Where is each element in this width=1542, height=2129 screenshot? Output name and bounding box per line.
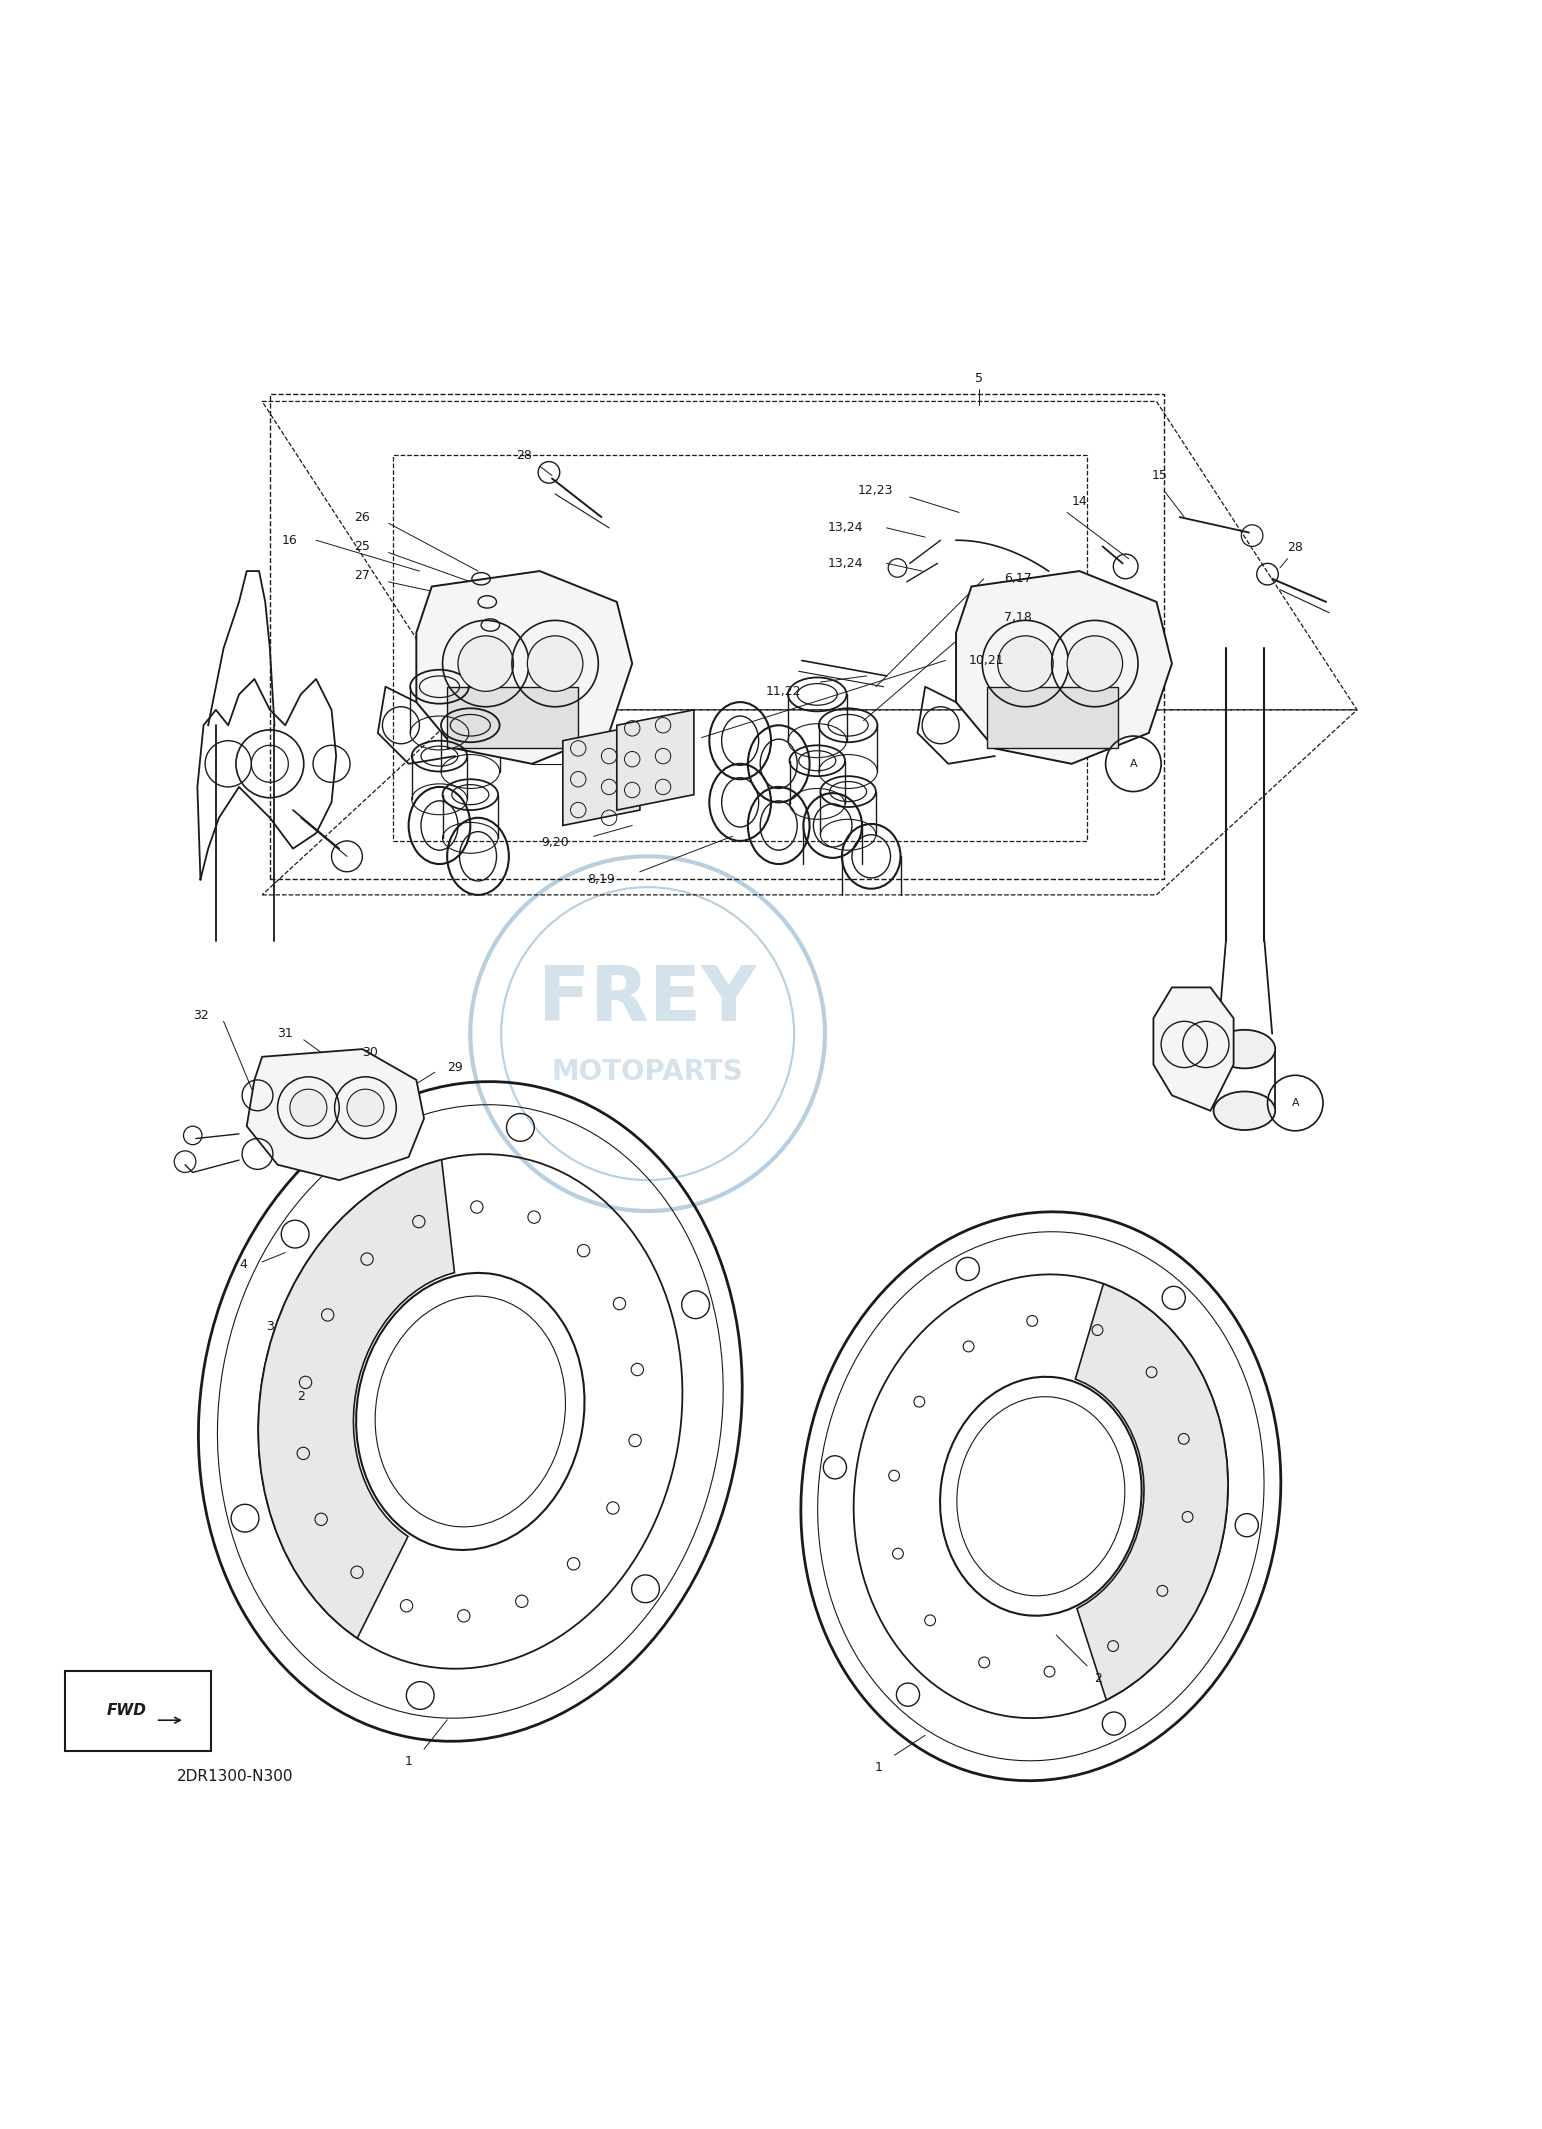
- Text: MOTOPARTS: MOTOPARTS: [552, 1058, 743, 1086]
- Text: 31: 31: [278, 1026, 293, 1041]
- Text: 15: 15: [1152, 468, 1167, 481]
- Text: 7,18: 7,18: [1004, 611, 1032, 624]
- Circle shape: [998, 637, 1053, 692]
- Polygon shape: [1153, 988, 1234, 1111]
- Polygon shape: [416, 571, 632, 764]
- Text: FWD: FWD: [106, 1703, 146, 1718]
- Text: 26: 26: [355, 511, 370, 524]
- Text: 8,19: 8,19: [588, 873, 615, 886]
- Text: 16: 16: [282, 534, 298, 547]
- Polygon shape: [617, 709, 694, 809]
- Text: 1: 1: [874, 1761, 884, 1773]
- Ellipse shape: [1214, 1092, 1275, 1130]
- Text: A: A: [1130, 758, 1136, 769]
- Text: 12,23: 12,23: [857, 485, 894, 498]
- Circle shape: [1067, 637, 1123, 692]
- Text: 28: 28: [1288, 541, 1303, 554]
- Text: 32: 32: [193, 1009, 208, 1022]
- Text: FREY: FREY: [538, 962, 757, 1037]
- Text: 4: 4: [239, 1258, 248, 1271]
- Text: A: A: [1292, 1099, 1298, 1107]
- Text: 11,22: 11,22: [765, 686, 802, 698]
- Text: 3: 3: [265, 1320, 274, 1333]
- Polygon shape: [956, 571, 1172, 764]
- Text: 6,17: 6,17: [1004, 573, 1032, 585]
- Polygon shape: [987, 688, 1118, 749]
- Polygon shape: [563, 726, 640, 826]
- Circle shape: [347, 1090, 384, 1126]
- Polygon shape: [447, 688, 578, 749]
- Text: 28: 28: [517, 449, 532, 462]
- Text: 25: 25: [355, 541, 370, 554]
- Text: 29: 29: [447, 1060, 463, 1075]
- Polygon shape: [1075, 1284, 1227, 1701]
- Polygon shape: [258, 1160, 455, 1637]
- Ellipse shape: [1214, 1030, 1275, 1069]
- Circle shape: [527, 637, 583, 692]
- Text: 2: 2: [296, 1390, 305, 1403]
- Text: 30: 30: [362, 1045, 378, 1058]
- Text: 2: 2: [1093, 1671, 1103, 1684]
- Text: 13,24: 13,24: [827, 522, 864, 534]
- Text: 27: 27: [355, 568, 370, 581]
- Text: 14: 14: [1072, 496, 1087, 509]
- Text: 2DR1300-N300: 2DR1300-N300: [177, 1769, 295, 1784]
- Text: 5: 5: [975, 373, 984, 385]
- Circle shape: [290, 1090, 327, 1126]
- Text: 13,24: 13,24: [827, 558, 864, 571]
- Text: 10,21: 10,21: [968, 654, 1005, 666]
- Text: 9,20: 9,20: [541, 837, 569, 849]
- Polygon shape: [247, 1050, 424, 1179]
- Text: 1: 1: [404, 1754, 413, 1767]
- Circle shape: [458, 637, 513, 692]
